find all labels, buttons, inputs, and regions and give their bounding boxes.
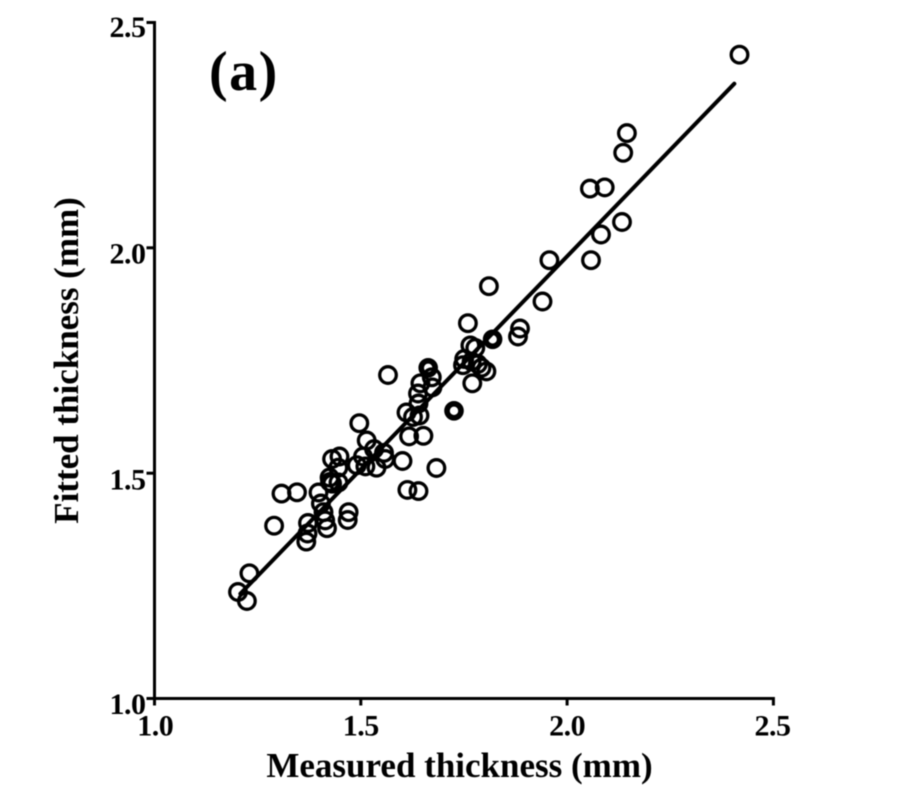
svg-text:Fitted thickness (mm): Fitted thickness (mm) — [47, 197, 86, 524]
svg-text:2.0: 2.0 — [549, 710, 585, 743]
svg-text:1.0: 1.0 — [110, 688, 146, 721]
svg-text:1.0: 1.0 — [137, 710, 173, 743]
svg-text:1.5: 1.5 — [343, 710, 379, 743]
svg-text:2.5: 2.5 — [110, 11, 146, 44]
svg-text:Measured thickness (mm): Measured thickness (mm) — [266, 746, 652, 785]
svg-text:2.5: 2.5 — [755, 710, 791, 743]
svg-text:1.5: 1.5 — [110, 464, 146, 497]
svg-text:2.0: 2.0 — [110, 237, 146, 270]
svg-text:(a): (a) — [209, 41, 279, 103]
